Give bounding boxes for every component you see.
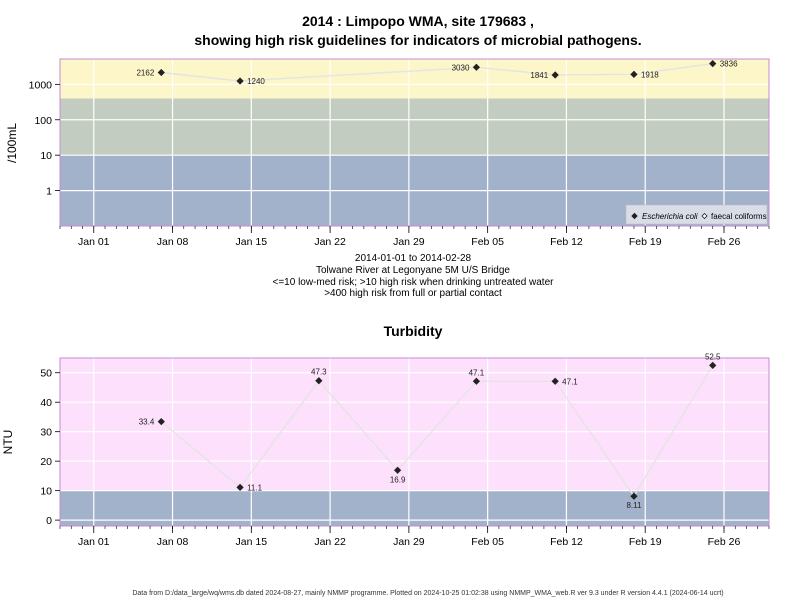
legend: Escherichia coli faecal coliforms <box>625 204 768 225</box>
gridlines <box>60 358 769 526</box>
x-axis: Jan 01 Jan 08 Jan 15 Jan 22 Jan 29 Feb 05 Feb … <box>59 526 770 548</box>
data-point <box>472 63 481 71</box>
x-tick-label: Jan 29 <box>393 536 425 548</box>
x-tick-label: Jan 29 <box>393 236 425 248</box>
y-axis: 1 10 100 1000 <box>29 79 60 198</box>
data-points <box>157 60 717 85</box>
data-points <box>157 361 717 500</box>
x-tick-label: Jan 15 <box>236 236 268 248</box>
risk-band <box>60 98 769 156</box>
series-line <box>161 62 713 82</box>
x-tick-label: Feb 12 <box>550 236 583 248</box>
data-point <box>709 60 717 68</box>
data-point <box>157 418 165 426</box>
y-tick-label: 100 <box>34 115 52 127</box>
data-label: 52.5 <box>705 352 721 361</box>
y-tick-label: 1000 <box>29 79 53 91</box>
series-polyline <box>160 365 714 498</box>
ecoli-panel: 2162 1240 3030 1841 1918 3836 1 10 100 1000 Jan … <box>5 58 770 248</box>
data-labels: 33.4 11.1 47.3 16.9 47.1 47.1 8.11 52.5 <box>139 352 721 510</box>
x-tick-label: Jan 08 <box>157 536 189 548</box>
legend-box <box>625 204 768 225</box>
data-point <box>236 77 244 85</box>
x-tick-label: Feb 19 <box>629 536 662 548</box>
y-tick-label: 1 <box>46 186 52 198</box>
y-axis-label: /100mL <box>5 123 19 163</box>
open-diamond-icon <box>701 212 708 220</box>
footer-note: Data from D:/data_large/wq/wms.db dated … <box>132 590 723 597</box>
x-tick-label: Jan 22 <box>314 236 346 248</box>
y-tick-label: 20 <box>40 456 52 468</box>
data-label: 8.11 <box>626 501 642 510</box>
series-polyline <box>161 62 713 82</box>
data-labels: 2162 1240 3030 1841 1918 3836 <box>136 60 738 86</box>
site-description: Tolwane River at Legonyane 5M U/S Bridge <box>316 265 510 276</box>
data-point <box>393 466 402 474</box>
turbidity-title: Turbidity <box>384 323 443 339</box>
y-tick-label: 50 <box>40 368 52 380</box>
data-label: 1240 <box>247 77 265 86</box>
risk-bands <box>60 358 769 526</box>
legend-item-ecoli: Escherichia coli <box>642 212 698 221</box>
data-point <box>157 68 165 77</box>
data-label: 3836 <box>720 60 738 69</box>
plot-frame <box>59 357 770 527</box>
x-tick-label: Jan 01 <box>78 536 110 548</box>
x-tick-label: Jan 15 <box>236 536 268 548</box>
data-point <box>551 377 559 385</box>
data-point <box>472 377 481 385</box>
y-tick-label: 10 <box>40 486 52 498</box>
data-label: 1841 <box>530 71 548 80</box>
x-tick-label: Feb 26 <box>708 536 741 548</box>
y-axis: 0 10 20 30 40 50 <box>40 368 60 527</box>
y-tick-label: 10 <box>40 150 52 162</box>
plot-frame <box>59 58 770 227</box>
data-label: 1918 <box>641 70 659 79</box>
x-tick-label: Jan 08 <box>157 236 189 248</box>
legend-item-faecal-coliforms: faecal coliforms <box>711 212 767 221</box>
data-point <box>709 361 717 369</box>
data-point <box>630 492 638 500</box>
x-tick-label: Feb 26 <box>708 236 741 248</box>
data-point <box>315 377 323 385</box>
contact-risk-note: >400 high risk from full or partial cont… <box>324 288 502 299</box>
y-tick-label: 30 <box>40 427 52 439</box>
x-axis: Jan 01 Jan 08 Jan 15 Jan 22 Jan 29 Feb 05 Feb … <box>59 226 770 248</box>
data-label: 47.1 <box>562 377 578 386</box>
x-tick-label: Feb 19 <box>629 236 662 248</box>
data-label: 11.1 <box>247 483 263 492</box>
data-label: 3030 <box>452 63 470 72</box>
risk-band <box>60 358 769 491</box>
y-tick-label: 0 <box>46 515 52 527</box>
x-tick-label: Feb 12 <box>550 536 583 548</box>
filled-diamond-icon <box>631 212 638 220</box>
chart-title-line2: showing high risk guidelines for indicat… <box>194 32 641 48</box>
data-point <box>236 483 244 492</box>
x-tick-label: Feb 05 <box>471 536 504 548</box>
x-tick-label: Jan 01 <box>78 236 110 248</box>
data-label: 2162 <box>136 68 154 77</box>
y-tick-label: 40 <box>40 397 52 409</box>
data-label: 47.3 <box>311 368 327 377</box>
date-range: 2014-01-01 to 2014-02-28 <box>355 253 472 264</box>
data-point <box>551 71 559 79</box>
gridlines <box>60 59 769 226</box>
drinking-risk-note: <=10 low-med risk; >10 high risk when dr… <box>273 277 555 288</box>
y-axis-label: NTU <box>1 430 15 455</box>
data-label: 33.4 <box>139 418 155 427</box>
x-tick-label: Jan 22 <box>314 536 346 548</box>
data-point <box>630 70 638 78</box>
chart-title-line1: 2014 : Limpopo WMA, site 179683 , <box>302 13 534 29</box>
data-label: 47.1 <box>469 368 485 377</box>
x-tick-label: Feb 05 <box>471 236 504 248</box>
turbidity-panel: 33.4 11.1 47.3 16.9 47.1 47.1 8.11 52.5 0 10 20 30… <box>1 352 770 548</box>
risk-band <box>60 59 769 99</box>
series-line <box>160 365 714 498</box>
data-label: 16.9 <box>390 475 406 484</box>
